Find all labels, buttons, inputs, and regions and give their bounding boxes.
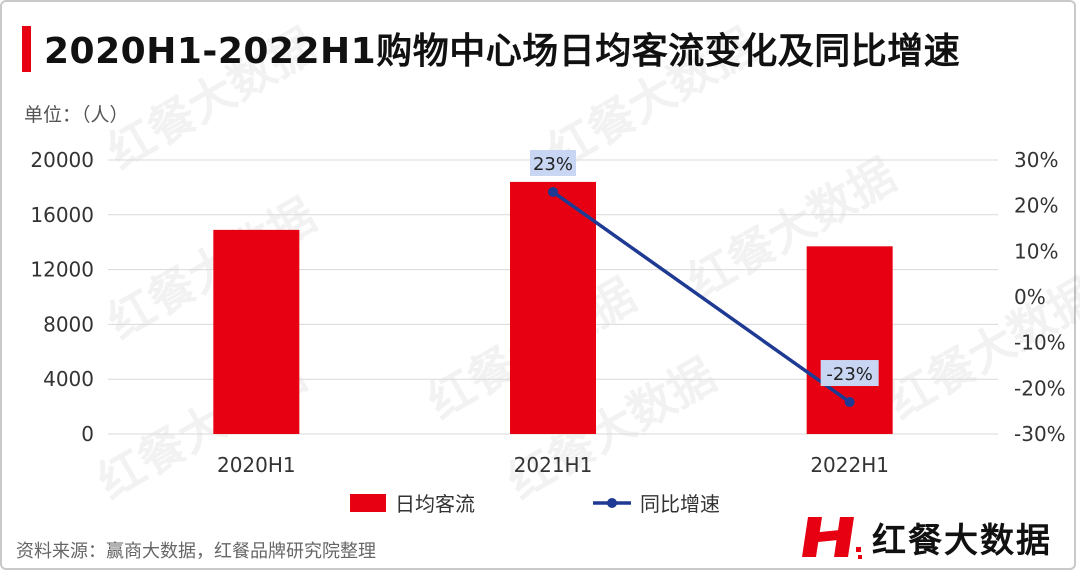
bar — [510, 181, 596, 434]
right-axis-tick-label: 10% — [1014, 239, 1058, 263]
left-axis-ticks: 0 4000 8000 12000 16000 20000 — [30, 148, 94, 446]
legend-swatch-bar — [350, 494, 386, 512]
left-axis-tick-label: 20000 — [30, 148, 94, 172]
x-axis-tick-label: 2021H1 — [514, 453, 593, 477]
data-label-box — [530, 149, 576, 176]
right-axis-tick-label: 20% — [1014, 194, 1058, 218]
legend-label-bar: 日均客流 — [395, 492, 475, 516]
right-axis-tick-label: -20% — [1014, 376, 1066, 400]
data-label-box — [820, 360, 879, 387]
chart-title: 2020H1-2022H1购物中心场日均客流变化及同比增速 — [44, 31, 961, 72]
line-series: 23% -23% — [530, 149, 879, 408]
source-note: 资料来源：赢商大数据，红餐品牌研究院整理 — [16, 541, 376, 562]
x-axis-tick-label: 2022H1 — [810, 453, 889, 477]
line-point — [844, 397, 855, 408]
right-axis-tick-label: -30% — [1014, 422, 1066, 446]
right-axis-ticks: -30% -20% -10% 0% 10% 20% 30% — [1014, 148, 1066, 446]
data-label: -23% — [826, 364, 873, 385]
left-axis-tick-label: 16000 — [30, 203, 94, 227]
bar-series — [213, 181, 893, 434]
left-axis-tick-label: 8000 — [43, 312, 94, 336]
watermark-text: 红餐大数据 — [99, 18, 325, 180]
legend-label-line: 同比增速 — [640, 492, 720, 516]
right-axis-tick-label: 0% — [1014, 285, 1046, 309]
line-point — [548, 186, 558, 197]
data-label: 23% — [533, 154, 573, 175]
brand-h-logo-icon — [802, 517, 862, 559]
bar — [213, 229, 300, 434]
brand-logo: 红餐大数据 — [802, 509, 1052, 565]
legend-swatch-marker — [607, 498, 617, 508]
line-path — [551, 190, 851, 404]
left-axis-tick-label: 12000 — [30, 258, 94, 282]
left-axis-tick-label: 0 — [81, 422, 94, 446]
left-axis-tick-label: 4000 — [43, 367, 94, 391]
right-axis-tick-label: -10% — [1014, 331, 1066, 355]
brand-name: 红餐大数据 — [872, 520, 1052, 561]
right-axis-tick-label: 30% — [1014, 148, 1058, 172]
unit-label: 单位：（人） — [24, 104, 129, 126]
x-axis-tick-label: 2020H1 — [217, 453, 296, 477]
x-axis-ticks: 2020H1 2021H1 2022H1 — [217, 453, 889, 477]
legend: 日均客流 同比增速 — [350, 492, 720, 516]
title-accent-bar — [22, 26, 31, 72]
